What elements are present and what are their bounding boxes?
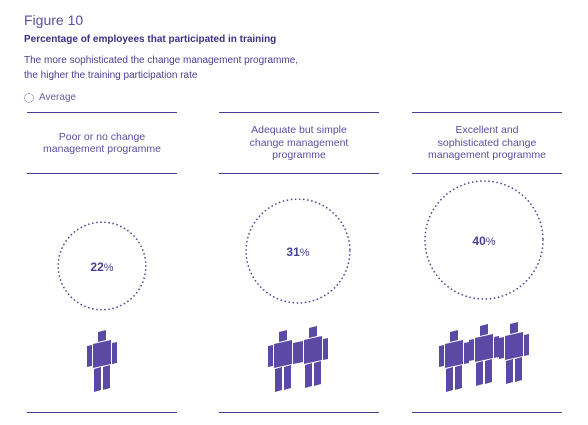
- person-icon-poor-1-part-1: [93, 340, 111, 368]
- category-header-adequate: Adequate but simple change management pr…: [219, 112, 379, 174]
- category-label-adequate: Adequate but simple change management pr…: [249, 124, 349, 162]
- person-icon-adequate-2-part-3: [323, 338, 328, 360]
- person-icon-adequate-1-part-0: [279, 330, 287, 342]
- person-icon-adequate-1-part-4: [275, 367, 282, 392]
- person-icon-excellent-3: [499, 322, 529, 384]
- person-icon-excellent-2-part-3: [494, 336, 499, 358]
- person-icon-adequate-1-part-5: [284, 365, 291, 390]
- person-icon-excellent-3-part-1: [505, 332, 523, 360]
- value-label-poor: 22%: [90, 260, 113, 274]
- legend: Average: [24, 92, 76, 103]
- person-icon-excellent-1-part-1: [445, 340, 463, 368]
- person-icon-adequate-1: [268, 330, 298, 392]
- person-icon-adequate-1-part-1: [274, 340, 292, 368]
- average-circle-poor: [57, 221, 147, 311]
- category-label-poor: Poor or no change management programme: [43, 130, 161, 156]
- divider-bottom-poor: [27, 412, 177, 413]
- value-label-excellent: 40%: [472, 234, 495, 248]
- person-icon-excellent-2-part-1: [475, 334, 493, 362]
- person-icon-excellent-3-part-0: [510, 322, 518, 334]
- person-icon-excellent-1-part-4: [446, 367, 453, 392]
- person-icon-excellent-3-part-4: [506, 359, 513, 384]
- person-icon-adequate-2-part-1: [304, 336, 322, 364]
- legend-label: Average: [39, 92, 77, 103]
- subtitle-line-1: The more sophisticated the change manage…: [24, 55, 299, 66]
- subtitle-line-2: the higher the training participation ra…: [24, 70, 198, 81]
- person-icon-excellent-1-part-2: [439, 345, 444, 367]
- category-label-excellent: Excellent and sophisticated change manag…: [428, 124, 546, 162]
- person-icon-excellent-3-part-3: [524, 334, 529, 356]
- divider-bottom-excellent: [412, 412, 562, 413]
- person-icon-excellent-2-part-4: [476, 361, 483, 386]
- person-icon-poor-1-part-3: [112, 342, 117, 364]
- value-label-adequate: 31%: [286, 245, 309, 259]
- person-icon-excellent-3-part-2: [499, 337, 504, 359]
- person-icon-poor-1: [87, 330, 117, 392]
- person-icon-adequate-2-part-2: [298, 341, 303, 363]
- person-icon-adequate-2-part-0: [309, 326, 317, 338]
- person-icon-adequate-2-part-4: [305, 363, 312, 388]
- person-icon-excellent-1-part-3: [464, 342, 469, 364]
- person-icon-adequate-2-part-5: [314, 361, 321, 386]
- person-icon-poor-1-part-0: [98, 330, 106, 342]
- dotted-circle-icon: [24, 92, 34, 103]
- person-icon-excellent-1-part-5: [455, 365, 462, 390]
- person-icon-excellent-2-part-2: [469, 339, 474, 361]
- person-icon-excellent-2-part-0: [480, 324, 488, 336]
- person-icon-excellent-1: [439, 330, 469, 392]
- category-header-excellent: Excellent and sophisticated change manag…: [412, 112, 562, 174]
- person-icon-poor-1-part-4: [94, 367, 101, 392]
- person-icon-excellent-2-part-5: [485, 359, 492, 384]
- person-icon-poor-1-part-2: [87, 345, 92, 367]
- person-icon-excellent-1-part-0: [450, 330, 458, 342]
- figure-label: Figure 10: [24, 12, 84, 28]
- person-icon-excellent-3-part-5: [515, 357, 522, 382]
- chart-title: Percentage of employees that participate…: [24, 34, 277, 45]
- average-circle-adequate: [245, 198, 351, 304]
- average-circle-excellent: [424, 180, 544, 300]
- person-icon-adequate-1-part-2: [268, 345, 273, 367]
- category-header-poor: Poor or no change management programme: [27, 112, 177, 174]
- divider-bottom-adequate: [219, 412, 379, 413]
- person-icon-poor-1-part-5: [103, 365, 110, 390]
- person-icon-excellent-2: [469, 324, 499, 386]
- chart-subtitle: The more sophisticated the change manage…: [24, 53, 344, 83]
- person-icon-adequate-1-part-3: [293, 342, 298, 364]
- person-icon-adequate-2: [298, 326, 328, 388]
